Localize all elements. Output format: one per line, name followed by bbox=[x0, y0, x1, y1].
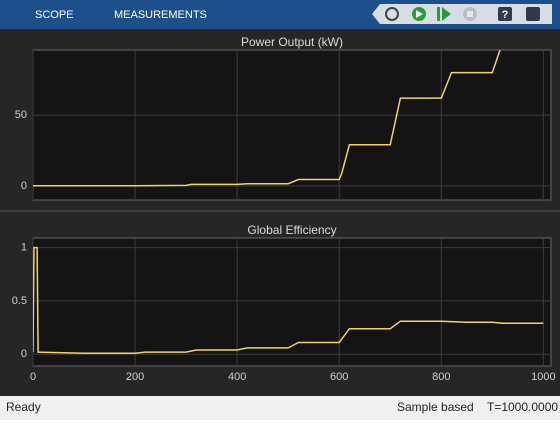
status-time: T=1000.0000 bbox=[487, 400, 558, 414]
tab[interactable]: SCOPE bbox=[35, 9, 74, 21]
plot-line-group bbox=[33, 50, 501, 187]
y-tick-label: 0 bbox=[21, 348, 27, 360]
x-tick-label: 1000 bbox=[531, 371, 555, 383]
help-glyph: ? bbox=[502, 9, 509, 21]
data-line bbox=[33, 246, 544, 354]
x-tick-label: 0 bbox=[30, 371, 36, 383]
status-text: Ready bbox=[6, 400, 41, 414]
toolbar-icons: ? bbox=[372, 4, 552, 24]
chart-title: Power Output (kW) bbox=[241, 35, 343, 49]
run-glyph bbox=[416, 10, 423, 18]
y-tick-label: 1 bbox=[21, 242, 27, 254]
tab[interactable]: MEASUREMENTS bbox=[114, 9, 207, 21]
axes bbox=[32, 237, 552, 367]
y-tick-label: 50 bbox=[15, 109, 27, 121]
y-tick-label: 0 bbox=[21, 180, 27, 192]
data-line bbox=[33, 50, 501, 187]
chart-title: Global Efficiency bbox=[247, 223, 336, 237]
x-tick-label: 200 bbox=[126, 371, 144, 383]
step-glyph bbox=[442, 7, 451, 21]
step-back-icon[interactable] bbox=[385, 7, 399, 21]
x-tick-label: 800 bbox=[432, 371, 450, 383]
x-tick-label: 600 bbox=[330, 371, 348, 383]
status-bar bbox=[0, 396, 560, 420]
status-mode: Sample based bbox=[397, 400, 474, 414]
axes bbox=[32, 49, 552, 201]
y-tick-label: 0.5 bbox=[12, 295, 27, 307]
help-icon[interactable] bbox=[498, 7, 512, 21]
x-tick-label: 400 bbox=[228, 371, 246, 383]
stop-glyph bbox=[467, 11, 473, 17]
step-icon[interactable] bbox=[437, 7, 440, 21]
plot-line-group bbox=[33, 246, 544, 354]
undock-icon[interactable] bbox=[526, 7, 540, 21]
